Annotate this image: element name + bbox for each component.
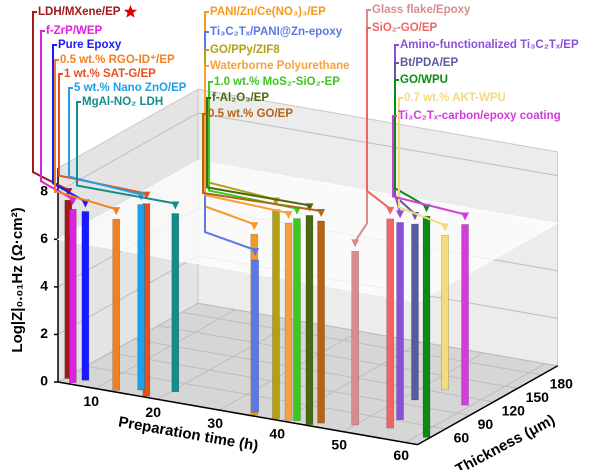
x-tick-label: 60 xyxy=(393,447,409,463)
legend-label: f-Al₂O₃/EP xyxy=(212,92,269,104)
x-tick-label: 10 xyxy=(83,393,99,409)
legend-label: Ti₃C₂Tₓ-carbon/epoxy coating xyxy=(398,110,561,122)
legend-label: 1.0 wt.% MoS₂-SiO₂-EP xyxy=(214,76,340,88)
x-axis xyxy=(57,381,418,446)
legend-label: Waterborne Polyurethane xyxy=(210,60,350,72)
grid-line xyxy=(57,112,558,193)
legend-label: Ti₃C₂Tₓ/PANI@Zn-epoxy xyxy=(210,26,343,38)
legend-label: f-ZrP/WEP xyxy=(46,25,103,37)
legend-label: 1 wt.% SAT-G/EP xyxy=(64,68,156,80)
y-tick-label: 90 xyxy=(478,416,494,432)
arrow-head xyxy=(251,248,260,257)
arrow-head xyxy=(396,210,405,219)
arrow-head xyxy=(284,211,293,220)
leader-line xyxy=(366,27,391,210)
legend-label: 0.5 wt.% RGO-ID⁺/EP xyxy=(60,54,175,66)
z-tick-label: 6 xyxy=(40,230,48,246)
arrow-head xyxy=(250,222,259,231)
arrow-head xyxy=(68,197,77,206)
bar xyxy=(81,211,90,381)
bar xyxy=(411,223,419,401)
leader-line xyxy=(52,44,86,203)
bar xyxy=(396,222,404,421)
legend-label: Glass flake/Epoxy xyxy=(372,4,471,16)
arrow-head xyxy=(351,239,360,248)
arrow-head xyxy=(461,212,470,221)
bar xyxy=(317,220,325,424)
bar xyxy=(461,224,469,406)
legend-label: GO/PPy/ZIF8 xyxy=(210,44,280,56)
leader-line xyxy=(398,97,446,227)
z-axis-label: Log|Z|₀.₀₁Hz (Ω·cm²) xyxy=(9,207,26,352)
arrow-head xyxy=(171,201,180,210)
bar xyxy=(251,259,259,413)
grid-line xyxy=(133,338,494,403)
z-tick-label: 8 xyxy=(40,182,48,198)
y-axis xyxy=(417,365,558,446)
y-tick-label: 150 xyxy=(526,389,550,405)
leader-line xyxy=(204,65,289,215)
leader-line xyxy=(32,11,69,192)
bar xyxy=(441,235,449,391)
legend-label: GO/WPU xyxy=(400,74,448,86)
z-tick-label: 2 xyxy=(40,325,48,341)
bar xyxy=(272,209,280,420)
leader-line xyxy=(54,59,117,211)
y-tick-label: 180 xyxy=(550,376,574,392)
legend-label: LDH/MXene/EP xyxy=(38,6,121,18)
x-tick-label: 50 xyxy=(331,436,347,452)
leader-line xyxy=(392,115,466,216)
y-tick-label: 60 xyxy=(454,430,470,446)
bar xyxy=(305,215,314,425)
grid-line xyxy=(181,311,542,376)
x-axis-label: Preparation time (h) xyxy=(117,413,259,454)
leader-line xyxy=(202,113,322,212)
grid-line xyxy=(157,325,518,389)
arrow-head xyxy=(305,203,314,212)
star-icon xyxy=(123,5,138,18)
legend-label: Amino-functionalized Ti₃C₂Tₓ/EP xyxy=(400,39,579,51)
legend-label: 0.7 wt.% AKT-WPU xyxy=(404,92,506,104)
z-tick-label: 4 xyxy=(40,278,48,294)
arrow-head xyxy=(441,223,450,232)
legend-label: 5 wt.% Nano ZnO/EP xyxy=(74,82,187,94)
x-tick-label: 40 xyxy=(269,426,285,442)
bar xyxy=(284,222,293,421)
legend-label: Bt/PDA/EP xyxy=(400,57,458,69)
leader-line xyxy=(40,30,74,201)
arrow-head xyxy=(317,209,326,218)
bar xyxy=(293,218,301,421)
bar xyxy=(422,215,431,438)
bar xyxy=(69,208,77,384)
leader-line xyxy=(206,97,310,207)
legend-label: SiO₂-GO/EP xyxy=(372,22,438,34)
leader-line xyxy=(68,87,142,196)
leader-line xyxy=(394,79,427,208)
x-tick-label: 30 xyxy=(207,415,223,431)
bar xyxy=(351,251,360,426)
bar xyxy=(171,213,180,393)
legend-label: Pure Epoxy xyxy=(58,39,122,51)
arrow-head xyxy=(112,207,121,216)
bar xyxy=(386,218,395,429)
legend-label: PANI/Zn/Ce(NO₃)₃/EP xyxy=(210,6,326,18)
bar xyxy=(137,204,145,391)
grid-line xyxy=(57,302,558,383)
legend-label: 0.5 wt.% GO/EP xyxy=(208,108,293,120)
leader-line xyxy=(208,81,298,210)
x-tick-label: 20 xyxy=(145,404,161,420)
legend-label: MgAl-NO₂ LDH xyxy=(82,96,163,108)
z-tick-label: 0 xyxy=(40,373,48,389)
arrow-head xyxy=(386,206,395,215)
bar xyxy=(112,218,120,391)
y-tick-label: 120 xyxy=(502,403,526,419)
leader-line xyxy=(76,101,176,205)
